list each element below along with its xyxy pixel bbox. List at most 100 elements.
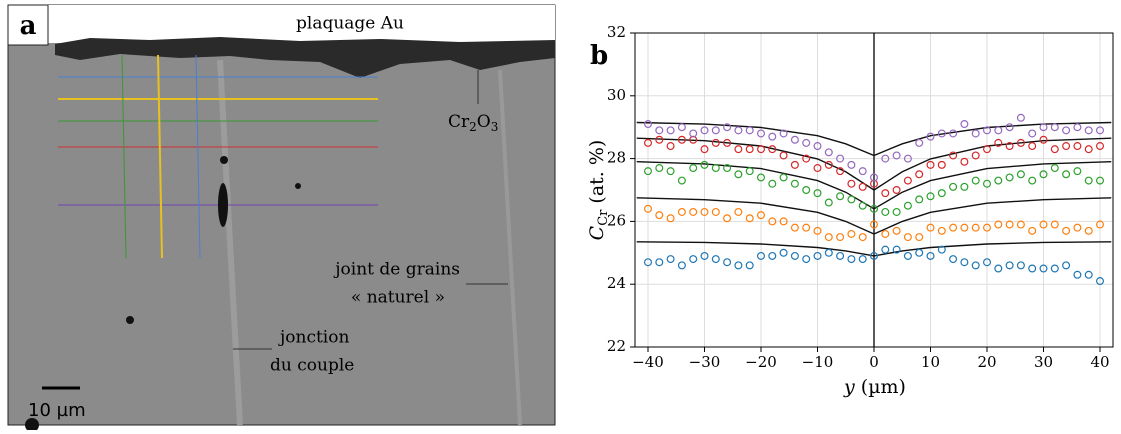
data-point: [1062, 126, 1071, 135]
x-label-part: y: [843, 376, 855, 398]
data-point: [915, 233, 924, 242]
data-point: [802, 223, 811, 232]
data-point: [734, 170, 743, 179]
data-point: [1028, 176, 1037, 185]
plot-frame: [634, 32, 1114, 348]
pore: [25, 418, 39, 432]
data-point: [1084, 226, 1093, 235]
data-point: [643, 204, 652, 213]
data-point: [1050, 145, 1059, 154]
data-point: [666, 214, 675, 223]
data-point: [836, 233, 845, 242]
data-point: [790, 135, 799, 144]
data-point: [915, 138, 924, 147]
coating-band: [8, 5, 555, 43]
data-point: [1039, 135, 1048, 144]
data-point: [711, 255, 720, 264]
grain-boundary: [498, 69, 522, 426]
data-point: [949, 223, 958, 232]
data-point: [869, 173, 878, 182]
data-point: [711, 207, 720, 216]
data-point: [869, 251, 878, 260]
x-tick-label: 10: [921, 353, 940, 371]
y-tick-label: 26: [607, 211, 626, 229]
data-point: [1028, 264, 1037, 273]
data-point: [1028, 142, 1037, 151]
data-point: [756, 251, 765, 260]
data-point: [756, 211, 765, 220]
data-point: [813, 142, 822, 151]
data-point: [745, 214, 754, 223]
data-point: [643, 120, 652, 129]
data-point: [734, 207, 743, 216]
data-point: [983, 145, 992, 154]
data-point: [892, 186, 901, 195]
data-point: [949, 255, 958, 264]
data-point: [677, 135, 686, 144]
model-curve: [636, 241, 1112, 257]
data-point: [892, 151, 901, 160]
model-curve: [636, 137, 1112, 191]
data-point: [858, 255, 867, 264]
y-tick-label: 32: [607, 23, 626, 41]
data-point: [1073, 123, 1082, 132]
data-point: [1016, 220, 1025, 229]
pore: [218, 183, 228, 227]
data-point: [847, 179, 856, 188]
data-point: [756, 129, 765, 138]
data-point: [1073, 167, 1082, 176]
annotation: du couple: [270, 356, 354, 376]
data-point: [971, 176, 980, 185]
oxide-part: Cr: [448, 112, 470, 132]
panel-label-box: [7, 4, 49, 46]
data-point: [836, 192, 845, 201]
data-point: [768, 145, 777, 154]
data-point: [1016, 170, 1025, 179]
data-point: [1016, 138, 1025, 147]
data-point: [994, 138, 1003, 147]
data-point: [643, 138, 652, 147]
data-point: [1039, 264, 1048, 273]
data-point: [1084, 126, 1093, 135]
data-point: [768, 179, 777, 188]
data-point: [1005, 173, 1014, 182]
data-point: [836, 154, 845, 163]
data-point: [745, 145, 754, 154]
data-point: [723, 258, 732, 267]
data-point: [677, 207, 686, 216]
data-point: [689, 164, 698, 173]
oxide-part: 3: [491, 120, 499, 134]
data-point: [836, 167, 845, 176]
data-point: [971, 151, 980, 160]
data-point: [723, 138, 732, 147]
data-point: [643, 167, 652, 176]
data-point: [937, 160, 946, 169]
data-point: [858, 233, 867, 242]
data-point: [1005, 142, 1014, 151]
oxide-part: O: [477, 112, 491, 132]
data-point: [881, 207, 890, 216]
annotation: « naturel »: [351, 288, 445, 308]
data-point: [779, 248, 788, 257]
data-point: [666, 167, 675, 176]
data-point: [1039, 170, 1048, 179]
data-point: [824, 233, 833, 242]
data-point: [869, 220, 878, 229]
data-point: [790, 223, 799, 232]
data-point: [700, 160, 709, 169]
data-point: [994, 126, 1003, 135]
data-point: [1084, 176, 1093, 185]
x-tick-label: −30: [689, 353, 721, 371]
data-point: [1016, 261, 1025, 270]
data-point: [983, 223, 992, 232]
data-point: [790, 160, 799, 169]
data-point: [1050, 123, 1059, 132]
data-point: [734, 126, 743, 135]
coating-label: plaquage Au: [296, 14, 404, 34]
annotation: joint de grains: [333, 260, 460, 280]
data-point: [960, 157, 969, 166]
panel-label: b: [590, 41, 608, 71]
data-point: [847, 195, 856, 204]
data-point: [983, 179, 992, 188]
